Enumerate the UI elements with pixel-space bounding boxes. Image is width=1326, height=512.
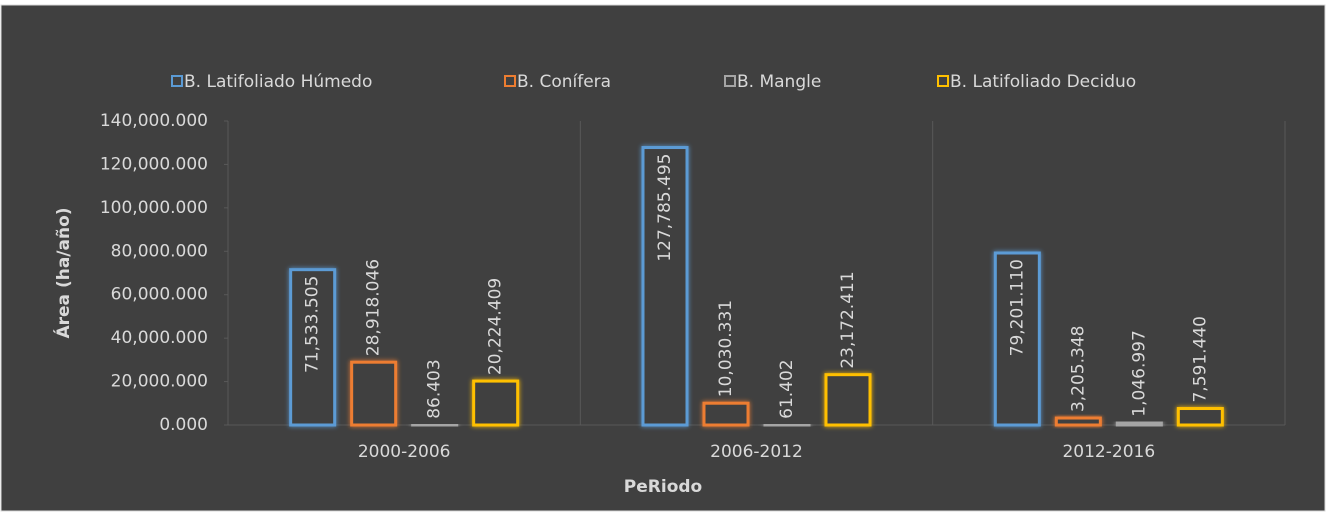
legend-label: B. Latifoliado Húmedo <box>184 72 372 92</box>
y-tick-label: 100,000.000 <box>100 198 208 218</box>
y-tick-label: 40,000.000 <box>111 328 208 348</box>
legend-label: B. Conífera <box>517 72 611 92</box>
y-tick-label: 120,000.000 <box>100 154 208 174</box>
x-axis-title: PeRiodo <box>624 477 702 497</box>
y-tick-label: 20,000.000 <box>111 372 208 392</box>
x-tick-label: 2012-2016 <box>1062 442 1155 462</box>
bar <box>472 379 520 427</box>
bar <box>824 373 872 427</box>
data-label: 10,030.331 <box>716 300 736 397</box>
data-label: 3,205.348 <box>1068 326 1088 413</box>
bar <box>641 146 689 427</box>
data-label: 71,533.505 <box>303 276 323 373</box>
data-label: 28,918.046 <box>364 259 384 356</box>
legend-marker <box>504 75 516 87</box>
bar <box>411 423 459 428</box>
data-label: 79,201.110 <box>1007 259 1027 356</box>
legend-label: B. Latifoliado Deciduo <box>950 72 1136 92</box>
y-axis-title: Área (ha/año) <box>52 207 74 338</box>
bar <box>993 251 1041 427</box>
bar <box>289 268 337 427</box>
data-label: 1,046.997 <box>1129 330 1149 417</box>
data-label: 7,591.440 <box>1190 316 1210 403</box>
y-tick-label: 80,000.000 <box>111 241 208 261</box>
legend-marker <box>724 75 736 87</box>
bar <box>702 401 750 427</box>
y-tick-label: 0.000 <box>159 415 208 435</box>
bar <box>1054 416 1102 427</box>
bar <box>763 423 811 428</box>
data-label: 23,172.411 <box>838 271 858 368</box>
legend-marker <box>937 75 949 87</box>
data-label: 61.402 <box>777 359 797 418</box>
legend-marker <box>171 75 183 87</box>
bar <box>350 360 398 427</box>
bar <box>1176 407 1224 427</box>
data-label: 86.403 <box>425 359 445 418</box>
y-tick-label: 60,000.000 <box>111 285 208 305</box>
x-tick-label: 2006-2012 <box>710 442 803 462</box>
data-label: 127,785.495 <box>655 154 675 262</box>
data-label: 20,224.409 <box>486 278 506 375</box>
x-tick-label: 2000-2006 <box>358 442 451 462</box>
legend-label: B. Mangle <box>737 72 821 92</box>
y-tick-label: 140,000.000 <box>100 111 208 131</box>
bar <box>1115 421 1163 427</box>
